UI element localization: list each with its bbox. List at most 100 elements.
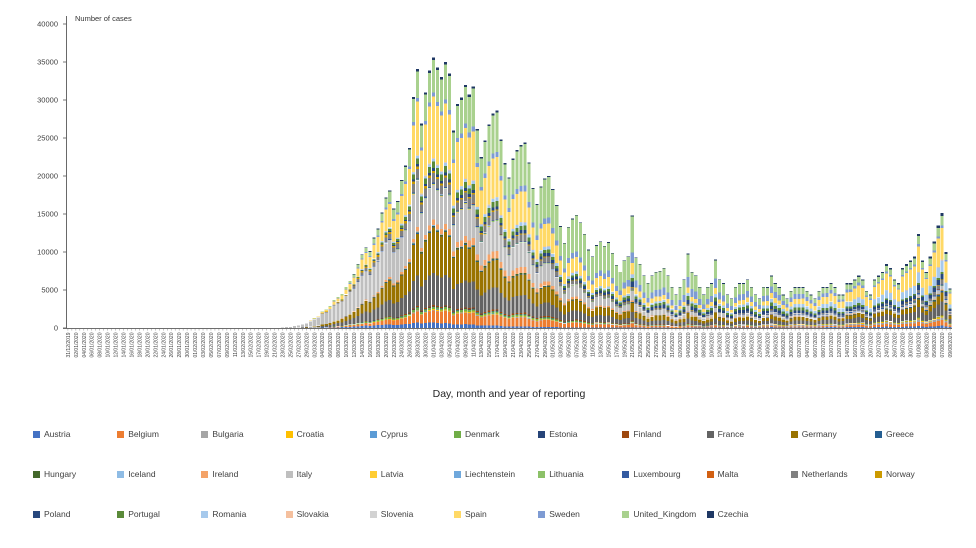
bar-segment	[690, 312, 694, 316]
bar-segment	[678, 305, 682, 309]
bar-segment	[749, 311, 753, 314]
legend-swatch-sweden	[538, 511, 546, 518]
bar-segment	[630, 327, 634, 328]
bar-segment	[551, 320, 555, 321]
bar-segment	[515, 227, 519, 233]
bar-segment	[670, 287, 674, 301]
bar-segment	[892, 306, 897, 310]
bar-segment	[491, 207, 495, 211]
bar-segment	[503, 164, 507, 196]
bar-segment	[435, 168, 440, 175]
bar-segment	[741, 283, 746, 295]
bar-segment	[547, 217, 551, 224]
bar-segment	[877, 322, 881, 324]
bar-segment	[447, 179, 451, 183]
x-tick-label: 25/04/2020	[527, 332, 533, 357]
legend-label: Portugal	[128, 509, 160, 519]
bar-segment	[749, 296, 753, 303]
bar-segment	[439, 195, 444, 197]
bar-01/07/2020	[793, 286, 797, 328]
bar-segment	[606, 323, 610, 325]
bar-segment	[602, 290, 606, 293]
bar-segment	[749, 286, 753, 288]
bar-segment	[483, 217, 487, 222]
bar-15/07/2020	[849, 283, 853, 328]
bar-14/03/2020	[360, 254, 364, 328]
x-tick-label: 08/07/2020	[821, 332, 827, 357]
bar-segment	[380, 213, 384, 222]
bar-segment	[749, 302, 753, 306]
bar-segment	[610, 277, 614, 284]
bar-segment	[471, 194, 475, 204]
bar-segment	[904, 305, 908, 308]
bar-segment	[928, 311, 932, 320]
bar-11/07/2020	[833, 286, 837, 328]
bar-segment	[785, 299, 789, 304]
bar-segment	[424, 92, 428, 95]
bar-segment	[714, 325, 718, 328]
bar-segment	[884, 303, 889, 306]
bar-segment	[579, 301, 583, 302]
bar-segment	[829, 289, 833, 294]
bar-segment	[857, 285, 861, 297]
bar-segment	[416, 71, 420, 98]
bar-segment	[861, 280, 865, 286]
bar-segment	[424, 240, 428, 242]
bar-segment	[575, 322, 579, 328]
bar-segment	[849, 318, 853, 324]
bar-segment	[781, 300, 785, 306]
bar-segment	[392, 324, 396, 328]
bar-segment	[519, 316, 523, 318]
bar-segment	[602, 278, 606, 289]
bar-segment	[865, 291, 869, 296]
bar-segment	[420, 147, 424, 151]
bar-segment	[523, 191, 527, 222]
bar-segment	[781, 316, 785, 317]
bar-segment	[459, 208, 463, 210]
bar-16/04/2020	[491, 113, 495, 328]
bar-segment	[861, 288, 865, 300]
bar-segment	[805, 301, 809, 307]
bar-segment	[435, 306, 440, 308]
bar-segment	[551, 260, 555, 264]
bar-segment	[789, 315, 793, 318]
bar-segment	[384, 324, 388, 328]
bar-segment	[726, 320, 730, 324]
legend-label: Netherlands	[801, 469, 848, 479]
bar-segment	[563, 286, 567, 288]
bar-segment	[606, 294, 610, 298]
bar-segment	[757, 318, 761, 321]
bar-segment	[380, 244, 384, 247]
bar-segment	[368, 251, 372, 256]
bar-segment	[825, 319, 829, 324]
bar-segment	[650, 307, 654, 310]
bar-segment	[618, 315, 622, 320]
bar-segment	[662, 267, 666, 269]
bar-segment	[904, 264, 908, 266]
bar-30/04/2020	[547, 176, 551, 328]
bar-segment	[420, 193, 424, 195]
bar-segment	[920, 262, 924, 268]
legend-label: Lithuania	[549, 469, 584, 479]
bar-segment	[686, 254, 690, 277]
bar-11/03/2020	[348, 280, 352, 328]
bar-segment	[722, 325, 726, 327]
bar-segment	[535, 319, 539, 321]
bar-segment	[439, 307, 444, 309]
bar-segment	[511, 277, 515, 298]
bar-segment	[571, 280, 575, 282]
legend-label: Denmark	[465, 429, 500, 439]
bar-27/06/2020	[777, 286, 781, 328]
bar-segment	[388, 280, 392, 300]
bar-segment	[467, 240, 471, 248]
bar-segment	[376, 255, 380, 257]
bar-segment	[869, 316, 873, 318]
bar-segment	[682, 307, 686, 310]
bar-03/06/2020	[682, 279, 686, 328]
bar-segment	[916, 244, 920, 247]
bar-segment	[439, 194, 444, 196]
bar-segment	[344, 321, 348, 326]
x-tick-label: 02/06/2020	[678, 332, 684, 357]
bar-segment	[849, 306, 853, 309]
bar-segment	[908, 304, 912, 307]
